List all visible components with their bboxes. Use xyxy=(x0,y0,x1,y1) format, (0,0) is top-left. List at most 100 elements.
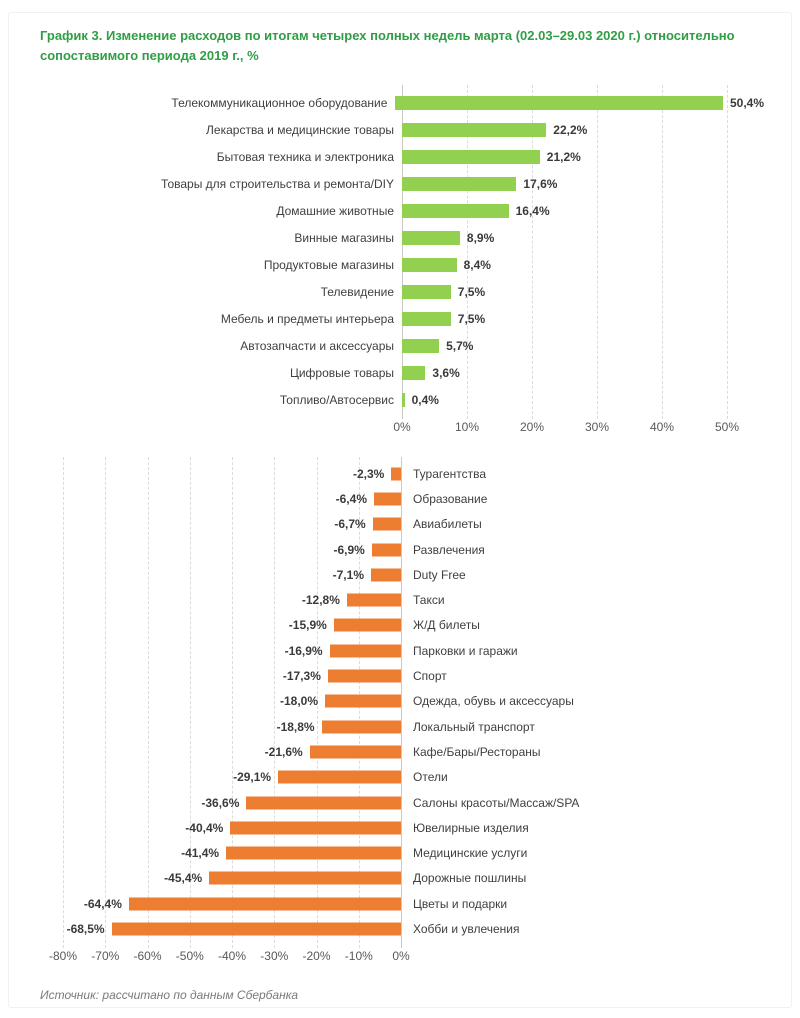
bar-zone: -2,3% xyxy=(40,461,401,486)
value-label: -17,3% xyxy=(282,669,321,684)
axis-tick-label: -40% xyxy=(217,949,247,963)
chart-row: -18,8% Локальный транспорт xyxy=(40,714,764,739)
chart-row: Автозапчасти и аксессуары 5,7% xyxy=(40,332,764,359)
value-label: 50,4% xyxy=(729,95,764,110)
bar-zone: 17,6% xyxy=(402,170,764,197)
bar-zone: 0,4% xyxy=(402,386,764,413)
axis-tick-label: 0% xyxy=(393,420,411,434)
bar-zone: -36,6% xyxy=(40,790,401,815)
bar-zone: 50,4% xyxy=(395,89,764,116)
chart-title: График 3. Изменение расходов по итогам ч… xyxy=(40,28,735,63)
axis-tick-label: 50% xyxy=(714,420,740,434)
bar xyxy=(402,365,426,380)
bar xyxy=(395,95,723,110)
bar-zone: -41,4% xyxy=(40,840,401,865)
value-label: -68,5% xyxy=(66,921,105,936)
gridline xyxy=(147,457,149,948)
bar xyxy=(278,770,401,784)
category-label: Развлечения xyxy=(413,542,485,557)
bar xyxy=(402,149,540,164)
category-label: Авиабилеты xyxy=(413,517,482,532)
value-label: 22,2% xyxy=(553,122,588,137)
bar-zone: -6,7% xyxy=(40,512,401,537)
chart-row: -36,6% Салоны красоты/Массаж/SPA xyxy=(40,790,764,815)
bar xyxy=(371,543,401,557)
source-note: Источник: рассчитано по данным Сбербанка xyxy=(40,988,299,1002)
bar-zone: -6,9% xyxy=(40,537,401,562)
axis-tick-label: 10% xyxy=(454,420,480,434)
category-label: Салоны красоты/Массаж/SPA xyxy=(413,795,580,810)
axis-tick-label: -60% xyxy=(133,949,162,963)
bar xyxy=(128,897,401,911)
category-label: Спорт xyxy=(413,669,447,684)
bar-zone: -21,6% xyxy=(40,739,401,764)
value-label: -40,4% xyxy=(185,820,224,835)
value-label: 17,6% xyxy=(523,176,558,191)
bar-zone: 16,4% xyxy=(402,197,764,224)
value-label: -7,1% xyxy=(332,567,364,582)
bar-zone: -18,0% xyxy=(40,689,401,714)
value-label: -2,3% xyxy=(352,466,385,481)
chart-row: Лекарства и медицинские товары 22,2% xyxy=(40,116,764,143)
bar xyxy=(402,392,405,407)
bar xyxy=(402,284,451,299)
chart-row: Телекоммуникационное оборудование 50,4% xyxy=(40,89,764,116)
bar-zone: -12,8% xyxy=(40,587,401,612)
gridline xyxy=(316,457,318,948)
axis-tick-label: 20% xyxy=(519,420,545,434)
bar xyxy=(209,871,401,885)
chart-row: Топливо/Автосервис 0,4% xyxy=(40,386,764,413)
gridline xyxy=(105,457,107,948)
bar xyxy=(372,517,401,531)
category-label: Телекоммуникационное оборудование xyxy=(171,95,388,110)
category-label: Продуктовые магазины xyxy=(263,257,394,272)
category-label: Домашние животные xyxy=(276,203,394,218)
bar-zone: 8,9% xyxy=(402,224,764,251)
value-label: -16,9% xyxy=(284,643,323,658)
category-label: Такси xyxy=(413,593,445,608)
chart-row: -7,1% Duty Free xyxy=(40,562,764,587)
chart-row: -6,4% Образование xyxy=(40,486,764,511)
category-label: Отели xyxy=(413,770,448,785)
bar-zone: -64,4% xyxy=(40,891,401,916)
bar xyxy=(402,338,440,353)
value-label: -6,4% xyxy=(335,491,367,506)
value-label: -18,0% xyxy=(279,694,318,709)
bar-zone: -16,9% xyxy=(40,638,401,663)
bar-zone: -6,4% xyxy=(40,486,401,511)
bar xyxy=(325,694,401,708)
chart-row: -21,6% Кафе/Бары/Рестораны xyxy=(40,739,764,764)
category-label: Duty Free xyxy=(413,567,466,582)
bar xyxy=(226,846,401,860)
bar xyxy=(111,922,401,936)
chart-row: -18,0% Одежда, обувь и аксессуары xyxy=(40,689,764,714)
bar xyxy=(402,257,457,272)
bar xyxy=(402,230,460,245)
bar-zone: 8,4% xyxy=(402,251,764,278)
gridline xyxy=(63,457,64,948)
chart-row: -16,9% Парковки и гаражи xyxy=(40,638,764,663)
bar-zone: -68,5% xyxy=(40,916,401,941)
bar xyxy=(402,176,517,191)
bar-zone: -7,1% xyxy=(40,562,401,587)
chart-row: -6,9% Развлечения xyxy=(40,537,764,562)
gridline xyxy=(189,457,191,948)
chart-row: Домашние животные 16,4% xyxy=(40,197,764,224)
value-label: 5,7% xyxy=(446,338,474,353)
category-label: Локальный транспорт xyxy=(413,719,535,734)
category-label: Лекарства и медицинские товары xyxy=(206,122,394,137)
category-label: Образование xyxy=(413,491,488,506)
value-label: -6,7% xyxy=(334,517,366,532)
bar xyxy=(309,745,401,759)
bar xyxy=(402,122,547,137)
negative-chart-rows: -2,3% Турагентства -6,4% Образование -6,7% Ав… xyxy=(40,461,764,942)
category-label: Цифровые товары xyxy=(289,365,394,380)
axis-tick-label: -20% xyxy=(302,949,331,963)
positive-bar-chart: Телекоммуникационное оборудование 50,4% Ле… xyxy=(40,85,764,439)
value-label: -6,9% xyxy=(333,542,365,557)
value-label: 21,2% xyxy=(546,149,581,164)
bar xyxy=(246,796,401,809)
value-label: -41,4% xyxy=(181,846,220,861)
bar-zone: -29,1% xyxy=(40,765,401,790)
